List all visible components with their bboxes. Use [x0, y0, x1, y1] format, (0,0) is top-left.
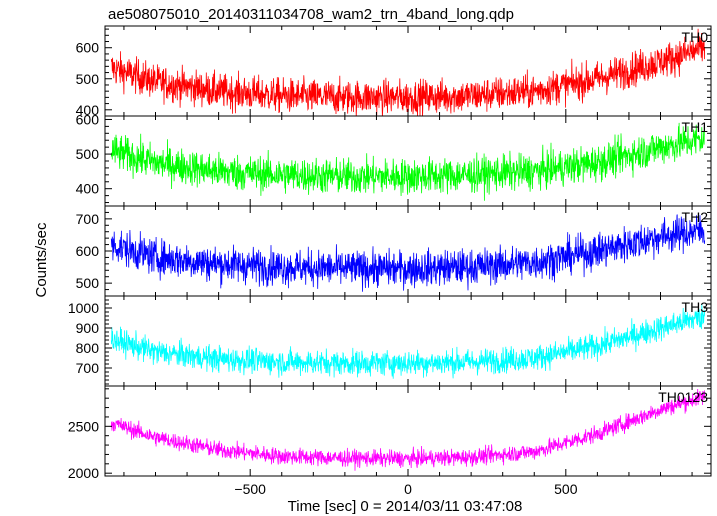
panel-frame — [104, 205, 712, 297]
series-th0 — [110, 28, 706, 116]
y-tick-label: 400 — [76, 102, 100, 118]
y-tick-label: 600 — [76, 111, 100, 127]
y-tick-label: 400 — [76, 181, 100, 197]
panels: 400 500 600 TH0 400 500 600 TH1 500 600 700 TH2 700 8… — [68, 25, 712, 497]
y-tick-label: 500 — [76, 71, 100, 87]
panel-frame — [104, 385, 712, 477]
panel-th2: 500 600 700 TH2 — [76, 205, 712, 297]
series-th3 — [110, 304, 706, 379]
y-tick-label: 700 — [76, 360, 100, 376]
series-th1 — [110, 122, 706, 201]
panel-th0123: 2000 2500 TH0123 — [68, 385, 712, 481]
x-tick-label: −500 — [234, 481, 266, 497]
y-tick-label: 1000 — [68, 300, 99, 316]
panel-label: TH0123 — [658, 389, 708, 405]
y-tick-label: 600 — [76, 243, 100, 259]
series-th0123 — [110, 388, 706, 471]
panel-label: TH3 — [682, 299, 709, 315]
y-tick-label: 2000 — [68, 465, 99, 481]
panel-th1: 400 500 600 TH1 — [76, 111, 712, 207]
x-axis-label: Time [sec] 0 = 2014/03/11 03:47:08 — [288, 498, 523, 515]
y-tick-label: 800 — [76, 340, 100, 356]
y-tick-label: 2500 — [68, 418, 99, 434]
panel-th3: 700 800 900 1000 TH3 — [68, 295, 712, 387]
panel-label: TH0 — [682, 29, 709, 45]
y-tick-label: 500 — [76, 146, 100, 162]
y-axis-label: Counts/sec — [33, 222, 50, 298]
panel-th0: 400 500 600 TH0 — [76, 25, 712, 118]
y-tick-label: 600 — [76, 40, 100, 56]
x-tick-label: 500 — [554, 481, 578, 497]
chart-title: ae508075010_20140311034708_wam2_trn_4ban… — [108, 6, 514, 23]
y-tick-label: 700 — [76, 211, 100, 227]
series-th2 — [110, 214, 706, 292]
y-tick-label: 900 — [76, 320, 100, 336]
y-tick-label: 500 — [76, 275, 100, 291]
x-tick-label: 0 — [404, 481, 412, 497]
panel-label: TH2 — [682, 209, 709, 225]
panel-label: TH1 — [682, 119, 709, 135]
